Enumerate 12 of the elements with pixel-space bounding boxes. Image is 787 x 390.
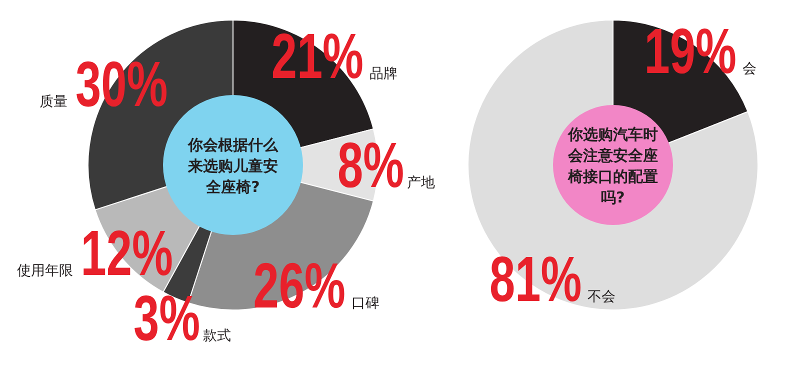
slice-label: 质量: [40, 94, 68, 110]
slice-label: 口碑: [351, 296, 380, 312]
slice-label: 产地: [406, 175, 435, 191]
data-label: 8%: [337, 130, 404, 201]
slice-label: 不会: [588, 288, 616, 305]
slice-label: 会: [742, 61, 756, 78]
text: 你选购汽车时会注意安全座椅接口的配置吗?: [567, 126, 658, 206]
slice-label: 款式: [202, 328, 231, 344]
slice-label: 品牌: [369, 66, 398, 82]
data-label: 81%: [489, 244, 582, 315]
text: 你会根据什么来选购儿童安全座椅?: [187, 136, 279, 196]
slice-label: 使用年限: [16, 262, 73, 279]
